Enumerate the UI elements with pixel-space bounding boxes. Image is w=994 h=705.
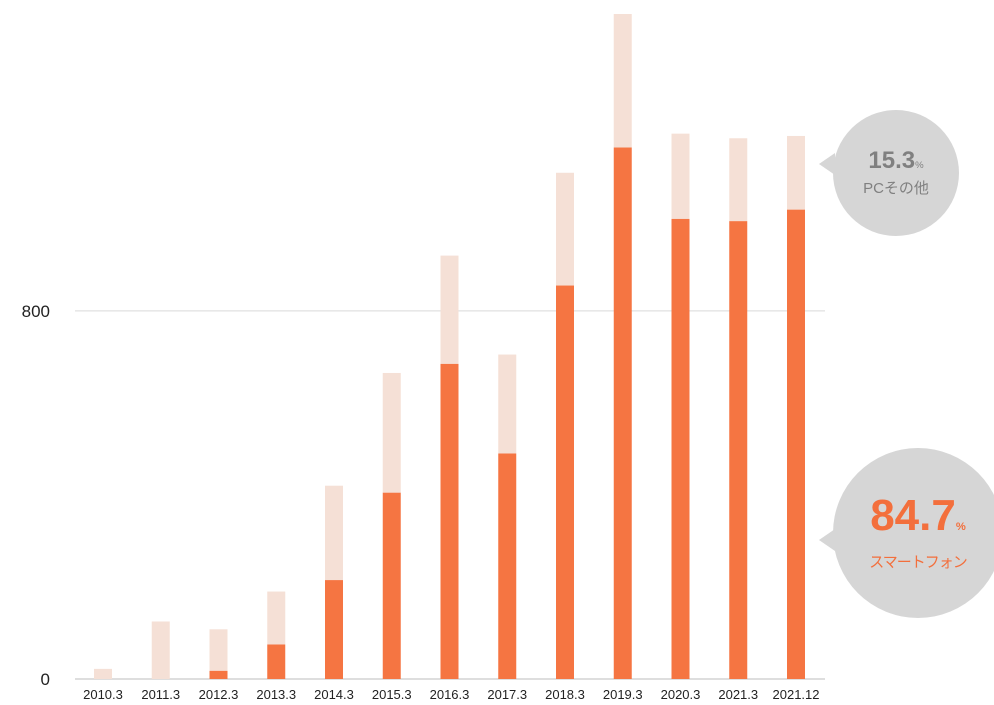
- bar-segment-pc-other-2020.3: [671, 133, 690, 219]
- pc-share-unit: %: [915, 159, 924, 171]
- smartphone-share-label: スマートフォン: [869, 553, 968, 571]
- x-tick-label: 2014.3: [314, 687, 354, 702]
- smartphone-share-callout: 84.7% スマートフォン: [819, 448, 994, 618]
- bar-segment-pc-other-2021.12: [787, 135, 805, 210]
- bar-segment-pc-other-2010.3: [94, 668, 112, 679]
- bar-segment-smartphone-2013.3: [267, 644, 286, 679]
- bars: [94, 14, 805, 679]
- bar-segment-smartphone-2017.3: [498, 453, 517, 679]
- bar-segment-pc-other-2018.3: [556, 172, 574, 286]
- bar-segment-smartphone-2014.3: [325, 580, 343, 679]
- bar-segment-pc-other-2016.3: [440, 255, 459, 364]
- bar-segment-pc-other-2017.3: [498, 354, 517, 454]
- x-tick-label: 2019.3: [603, 687, 643, 702]
- bar-segment-smartphone-2021.12: [787, 209, 805, 679]
- bar-segment-pc-other-2019.3: [613, 14, 632, 148]
- bar-segment-smartphone-2016.3: [440, 363, 459, 679]
- x-axis-ticks: 2010.3 2011.3 2012.3 2013.3 2014.3 2015.3 2016…: [83, 687, 819, 702]
- bar-segment-smartphone-2012.3: [209, 670, 228, 679]
- x-tick-label: 2010.3: [83, 687, 123, 702]
- bar-segment-pc-other-2012.3: [209, 629, 228, 671]
- smartphone-share-unit: %: [955, 520, 966, 533]
- bar-segment-pc-other-2015.3: [382, 372, 401, 493]
- bar-segment-smartphone-2018.3: [556, 285, 574, 679]
- bar-segment-smartphone-2015.3: [382, 492, 401, 679]
- pc-share-value: 15.3: [868, 146, 916, 174]
- y-tick-label: 800: [22, 302, 50, 321]
- x-tick-label: 2013.3: [256, 687, 296, 702]
- x-tick-label: 2021.3: [718, 687, 758, 702]
- x-tick-label: 2020.3: [661, 687, 701, 702]
- pc-share-value-line: 15.3%: [868, 146, 924, 179]
- bar-segment-smartphone-2021.3: [729, 221, 748, 679]
- pc-share-label: PCその他: [863, 179, 929, 197]
- x-tick-label: 2021.12: [773, 687, 820, 702]
- bar-segment-smartphone-2019.3: [613, 147, 632, 679]
- x-tick-label: 2017.3: [487, 687, 527, 702]
- bar-segment-pc-other-2013.3: [267, 591, 286, 645]
- x-tick-label: 2011.3: [141, 687, 180, 702]
- bar-segment-smartphone-2020.3: [671, 218, 690, 679]
- y-tick-label: 0: [41, 670, 50, 689]
- bar-segment-pc-other-2014.3: [325, 485, 343, 581]
- x-tick-label: 2016.3: [430, 687, 470, 702]
- smartphone-share-value: 84.7: [870, 490, 956, 540]
- x-tick-label: 2018.3: [545, 687, 585, 702]
- pc-share-callout: 15.3% PCその他: [819, 110, 959, 236]
- smartphone-share-value-line: 84.7%: [870, 490, 966, 551]
- bar-segment-pc-other-2021.3: [729, 138, 748, 222]
- bar-segment-pc-other-2011.3: [151, 621, 170, 679]
- y-axis-ticks: 0 800: [22, 302, 50, 689]
- x-tick-label: 2015.3: [372, 687, 412, 702]
- x-tick-label: 2012.3: [199, 687, 239, 702]
